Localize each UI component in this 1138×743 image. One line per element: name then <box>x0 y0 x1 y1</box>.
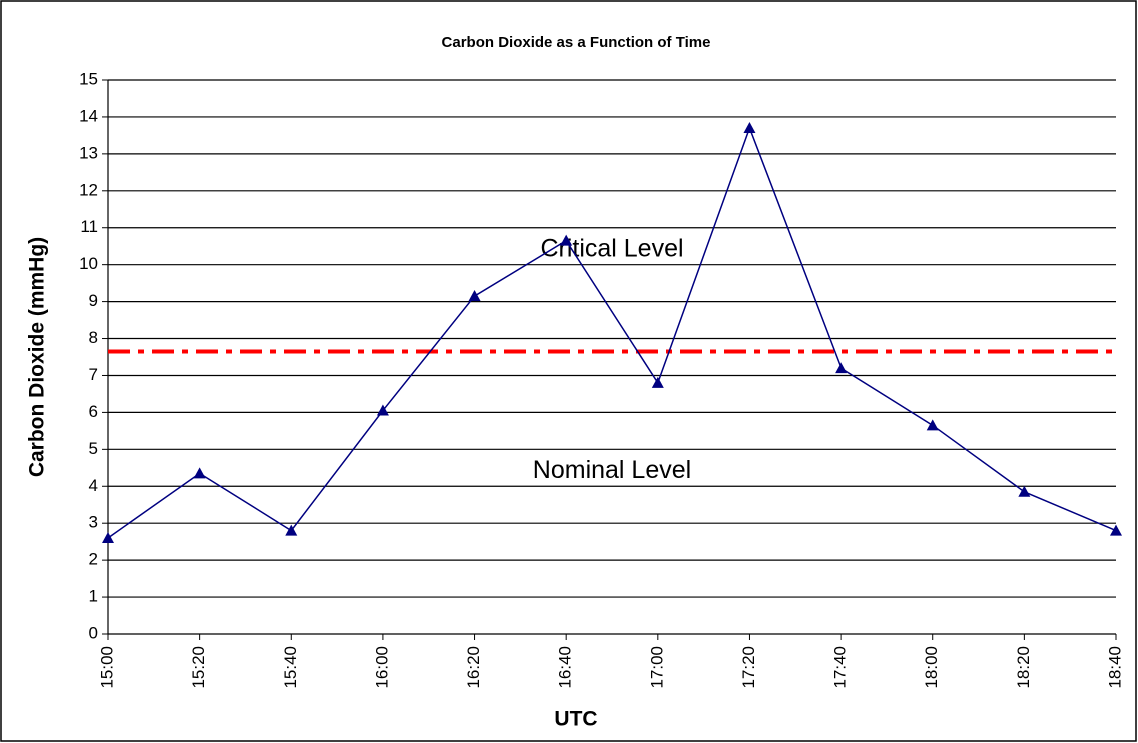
y-tick-label: 6 <box>89 402 98 421</box>
x-tick-label: 18:40 <box>1105 646 1124 689</box>
x-tick-label: 16:20 <box>464 646 483 689</box>
data-point <box>560 234 573 246</box>
y-tick-label: 5 <box>89 439 98 458</box>
x-axis-title: UTC <box>554 708 597 731</box>
data-point <box>102 531 114 543</box>
data-point <box>193 467 206 479</box>
x-tick-label: 16:40 <box>556 646 575 689</box>
y-tick-label: 0 <box>89 623 98 642</box>
annotation: Critical Level <box>540 235 683 263</box>
data-point <box>468 290 481 302</box>
y-tick-label: 10 <box>79 254 98 273</box>
y-tick-label: 4 <box>89 476 98 495</box>
chart-title: Carbon Dioxide as a Function of Time <box>442 34 711 51</box>
x-tick-label: 15:40 <box>281 646 300 689</box>
data-point <box>285 524 298 536</box>
x-tick-label: 17:40 <box>831 646 850 689</box>
data-point <box>651 376 664 388</box>
data-point <box>1018 485 1031 497</box>
data-point <box>835 362 848 374</box>
y-tick-label: 7 <box>89 365 98 384</box>
x-tick-label: 18:20 <box>1014 646 1033 689</box>
data-line <box>107 125 1117 539</box>
y-tick-label: 9 <box>89 291 98 310</box>
y-tick-label: 12 <box>79 180 98 199</box>
y-tick-label: 11 <box>80 217 98 236</box>
data-point <box>376 404 389 416</box>
y-tick-label: 13 <box>79 143 98 162</box>
y-tick-label: 8 <box>89 328 98 347</box>
y-tick-label: 2 <box>89 550 98 569</box>
x-tick-label: 16:00 <box>372 646 391 689</box>
data-point <box>926 419 939 431</box>
data-point <box>1110 524 1122 536</box>
y-axis-title: Carbon Dioxide (mmHg) <box>26 237 49 477</box>
x-tick-label: 18:00 <box>922 646 941 689</box>
y-tick-label: 14 <box>79 106 98 125</box>
x-tick-label: 15:20 <box>189 646 208 689</box>
data-point <box>743 122 756 134</box>
x-tick-label: 17:00 <box>647 646 666 689</box>
x-tick-label: 17:20 <box>739 646 758 689</box>
y-tick-label: 1 <box>89 587 98 606</box>
y-tick-label: 3 <box>89 513 98 532</box>
annotation: Nominal Level <box>533 456 691 484</box>
y-tick-label: 15 <box>79 69 98 88</box>
x-tick-label: 15:00 <box>97 646 116 689</box>
